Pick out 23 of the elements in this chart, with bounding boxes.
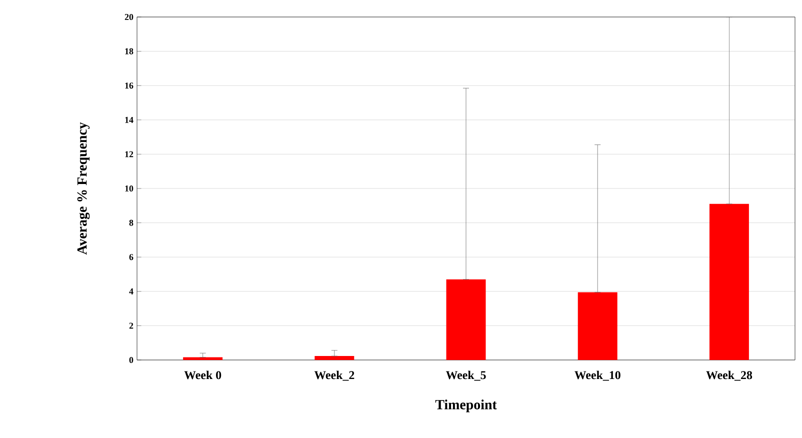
y-tick-label: 6 (129, 254, 134, 260)
bar (183, 357, 223, 360)
bar (709, 204, 749, 360)
y-axis-title: Average % Frequency (77, 122, 90, 255)
y-tick-label: 0 (129, 356, 134, 364)
x-tick-label: Week_5 (446, 370, 486, 381)
y-tick-label: 18 (125, 48, 134, 54)
y-tick-label: 2 (129, 322, 134, 329)
x-tick-label: Week_28 (706, 370, 752, 381)
x-tick-label: Week_10 (574, 370, 620, 381)
bar (578, 292, 618, 360)
y-tick-label: 12 (125, 151, 134, 158)
bar (446, 279, 486, 360)
y-tick-label: 10 (125, 185, 134, 192)
y-tick-label: 8 (129, 220, 134, 226)
y-tick-label: 20 (124, 14, 134, 20)
y-tick-label: 4 (129, 288, 134, 294)
y-tick-label: 16 (125, 82, 134, 89)
x-tick-label: Week_2 (314, 370, 354, 381)
y-tick-label: 14 (125, 116, 134, 123)
x-tick-label: Week 0 (184, 370, 222, 380)
x-axis-title: Timepoint (435, 400, 497, 412)
bar (314, 356, 354, 360)
